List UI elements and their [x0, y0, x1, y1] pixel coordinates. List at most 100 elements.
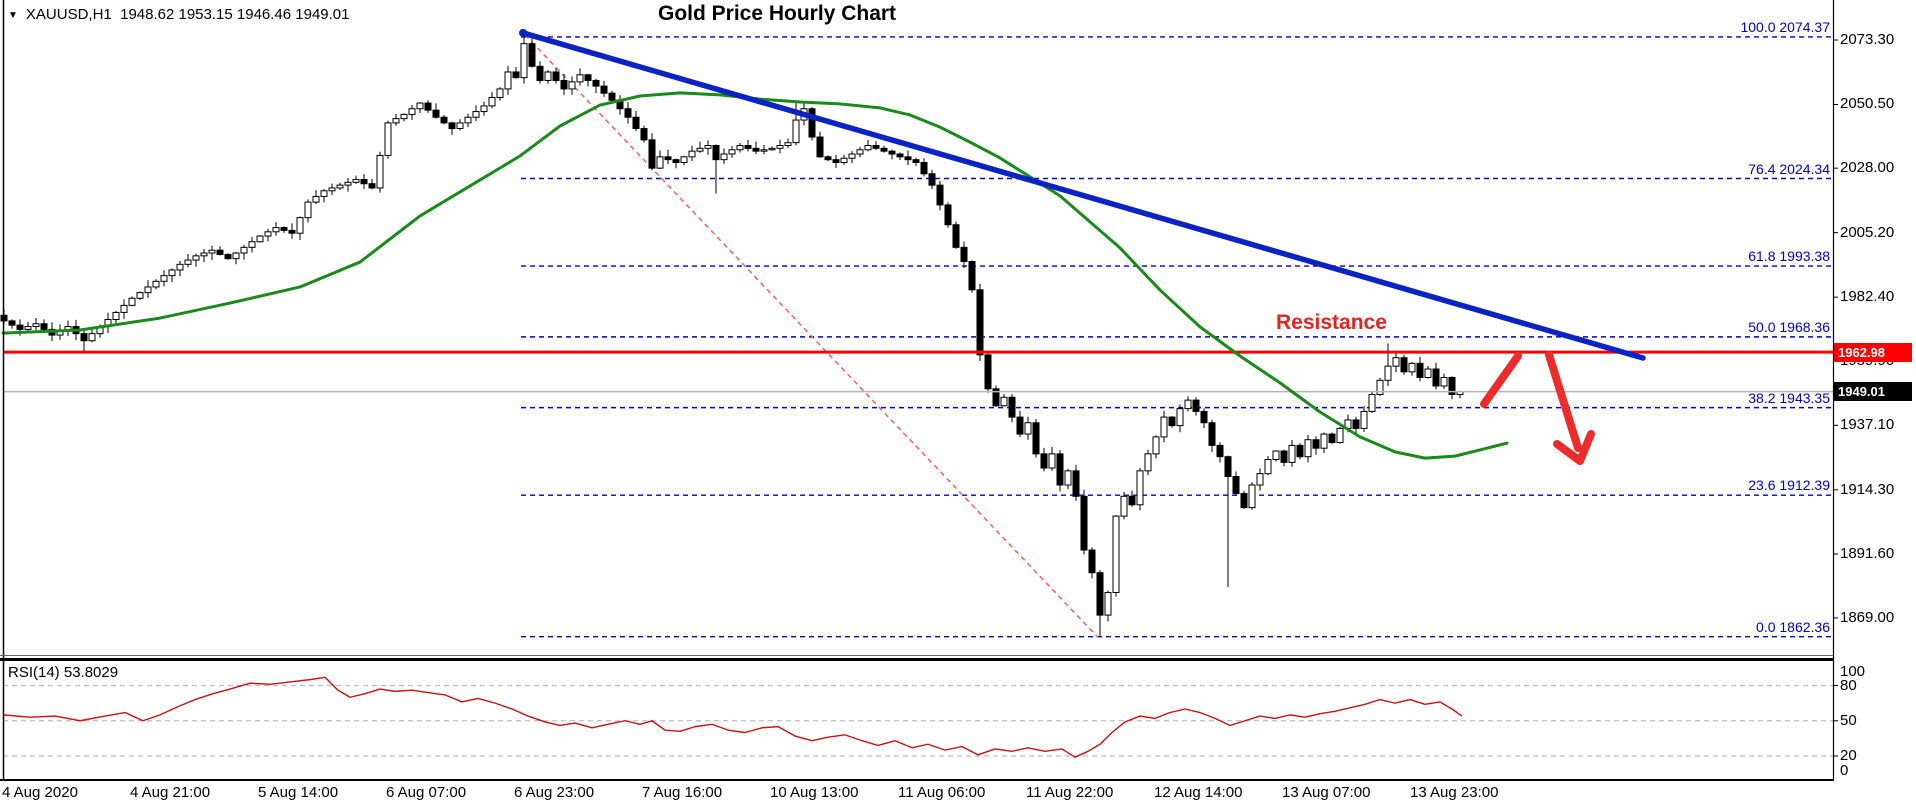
candle-bullish: [1024, 422, 1032, 435]
candle-bearish: [216, 249, 224, 255]
fib-level-label: 50.0 1968.36: [1748, 318, 1830, 335]
candle-bullish: [1392, 357, 1400, 367]
candle-bearish: [224, 253, 232, 260]
candle-bearish: [1280, 450, 1288, 463]
candle-bullish: [568, 81, 576, 90]
time-axis-label: 11 Aug 06:00: [898, 784, 986, 801]
candle-bearish: [928, 173, 936, 186]
candle-bearish: [1240, 492, 1248, 509]
descending-trendline[interactable]: [520, 30, 1646, 361]
candle-bullish: [352, 178, 360, 183]
candle-bearish: [432, 109, 440, 118]
candle-bearish: [1088, 549, 1096, 574]
candle-bullish: [1440, 376, 1448, 387]
candle-bullish: [24, 326, 32, 330]
candle-bearish: [512, 71, 520, 79]
time-axis-label: 5 Aug 14:00: [258, 784, 339, 801]
candle-bearish: [584, 74, 592, 81]
candle-bullish: [1120, 495, 1128, 517]
candle-bearish: [824, 156, 832, 161]
candle-bearish: [944, 204, 952, 226]
rsi-scale-label: 80: [1840, 676, 1857, 694]
arrow-down-rejection[interactable]: [1545, 351, 1582, 452]
candle-bearish: [1072, 470, 1080, 497]
price-axis-label: 1914.30: [1840, 480, 1895, 498]
time-axis-label: 11 Aug 22:00: [1026, 784, 1114, 801]
candle-bearish: [1080, 495, 1088, 551]
time-axis-label: 7 Aug 16:00: [642, 784, 723, 801]
panel-divider[interactable]: [0, 658, 1834, 661]
candle-bearish: [1400, 357, 1408, 373]
time-axis-line[interactable]: [0, 779, 1834, 781]
candle-bullish: [1304, 439, 1312, 458]
candle-bullish: [1136, 470, 1144, 506]
candle-bearish: [1448, 376, 1456, 395]
candle-bullish: [248, 241, 256, 248]
candle-bearish: [1040, 453, 1048, 469]
candles-group[interactable]: [0, 36, 1464, 637]
candle-bullish: [840, 157, 848, 163]
moving-average-line[interactable]: [1, 91, 1509, 460]
candle-bearish: [1168, 416, 1176, 427]
candle-bearish: [1192, 399, 1200, 412]
candle-bearish: [16, 324, 24, 330]
candle-bullish: [304, 201, 312, 219]
candle-bullish: [168, 269, 176, 277]
candle-bearish: [712, 145, 720, 161]
time-axis-label: 4 Aug 21:00: [130, 784, 211, 801]
ohlc-readout: 1948.62 1953.15 1946.46 1949.01: [120, 6, 350, 23]
candle-bearish: [1312, 439, 1320, 449]
candle-bullish: [720, 153, 728, 161]
candle-bullish: [544, 71, 552, 81]
candle-bearish: [640, 128, 648, 141]
candle-bearish: [368, 183, 376, 189]
candle-bearish: [448, 122, 456, 130]
fib-level-label: 0.0 1862.36: [1756, 618, 1830, 635]
candle-bullish: [112, 311, 120, 320]
candle-bullish: [488, 96, 496, 107]
candle-bullish: [768, 147, 776, 151]
candle-bullish: [520, 43, 528, 79]
candle-bearish: [80, 333, 88, 342]
candle-bearish: [744, 145, 752, 149]
candle-bullish: [696, 147, 704, 152]
candle-bullish: [1256, 473, 1264, 486]
candle-bullish: [1408, 362, 1416, 373]
candle-bearish: [880, 147, 888, 152]
candle-bullish: [1104, 591, 1112, 616]
candle-bullish: [776, 145, 784, 149]
candle-bullish: [88, 333, 96, 342]
candle-bullish: [1264, 459, 1272, 475]
candle-bearish: [1232, 475, 1240, 494]
time-axis-label: 6 Aug 07:00: [386, 784, 467, 801]
candle-bearish: [280, 227, 288, 231]
symbol-dropdown-icon[interactable]: ▼: [8, 10, 18, 21]
candle-bearish: [360, 178, 368, 185]
candle-bullish: [184, 259, 192, 265]
candle-bullish: [680, 156, 688, 163]
time-axis-label: 6 Aug 23:00: [514, 784, 595, 801]
candle-bullish: [256, 235, 264, 243]
fib-level-label: 61.8 1993.38: [1748, 248, 1830, 265]
fib-level-label: 76.4 2024.34: [1748, 160, 1830, 177]
arrow-up-to-resistance[interactable]: [1480, 352, 1522, 408]
symbol-timeframe-label: XAUUSD,H1: [25, 6, 112, 23]
candle-bearish: [1200, 410, 1208, 424]
candle-bullish: [1360, 410, 1368, 429]
trendline-anchor-handle[interactable]: [519, 28, 527, 37]
rsi-scale-label: 20: [1840, 747, 1857, 764]
candle-bullish: [504, 71, 512, 90]
candle-bullish: [1336, 427, 1344, 444]
candle-bullish: [1048, 453, 1056, 469]
candle-bearish: [1432, 368, 1440, 387]
candle-bullish: [200, 252, 208, 257]
candle-bearish: [288, 229, 296, 234]
candle-bullish: [760, 149, 768, 152]
candle-bullish: [408, 108, 416, 115]
candle-bearish: [992, 388, 1000, 407]
candle-bearish: [560, 79, 568, 90]
fib-diagonal-line[interactable]: [524, 34, 1099, 638]
candle-bearish: [1328, 433, 1336, 444]
rsi-line[interactable]: [2, 676, 1463, 758]
